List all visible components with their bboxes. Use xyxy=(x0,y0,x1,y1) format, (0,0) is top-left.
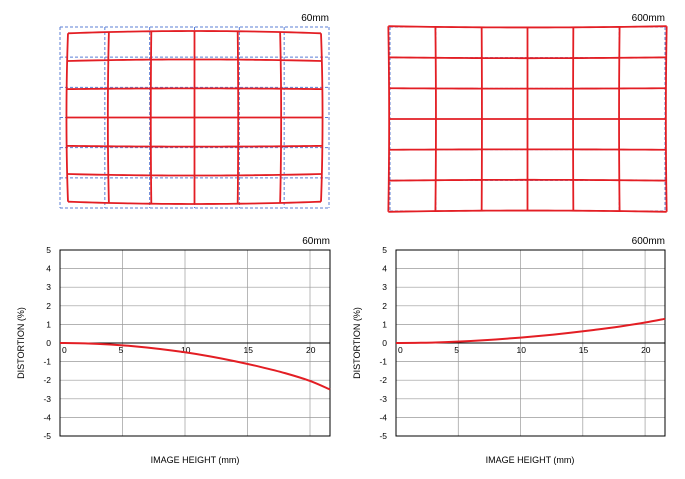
x-tick-label: 15 xyxy=(579,345,589,355)
y-tick-label: -5 xyxy=(379,431,387,441)
y-tick-label: 3 xyxy=(382,282,387,292)
y-tick-label: 0 xyxy=(382,338,387,348)
y-tick-label: -4 xyxy=(379,412,387,422)
x-tick-label: 20 xyxy=(641,345,651,355)
plot-title: 600mm xyxy=(632,236,665,247)
distorted-grid-hline xyxy=(388,25,667,29)
x-tick-label: 20 xyxy=(306,345,316,355)
y-tick-label: 1 xyxy=(382,319,387,329)
y-tick-label: 0 xyxy=(46,338,51,348)
grid-panel-60mm: 60mm xyxy=(59,13,330,209)
distorted-grid-hline xyxy=(67,173,322,177)
y-tick-label: -1 xyxy=(379,357,387,367)
panel-title: 60mm xyxy=(301,13,329,24)
distorted-grid-hline xyxy=(66,87,323,91)
distorted-grid-hline xyxy=(388,209,667,213)
y-tick-label: -4 xyxy=(43,412,51,422)
x-tick-label: 0 xyxy=(398,345,403,355)
distorted-grid-hline xyxy=(388,178,667,182)
distorted-grid-vline xyxy=(387,26,391,212)
y-tick-label: 4 xyxy=(382,264,387,274)
y-axis-label: DISTORTION (%) xyxy=(352,307,362,379)
y-tick-label: 2 xyxy=(382,301,387,311)
y-axis-label: DISTORTION (%) xyxy=(16,307,26,379)
y-tick-label: 5 xyxy=(382,245,387,255)
distorted-grid-vline xyxy=(664,26,668,212)
y-tick-label: -1 xyxy=(43,357,51,367)
distorted-grid-hline xyxy=(67,58,322,62)
y-tick-label: 3 xyxy=(46,282,51,292)
distorted-grid-hline xyxy=(67,30,322,35)
y-tick-label: -2 xyxy=(43,375,51,385)
distortion-curve xyxy=(395,317,666,344)
x-axis-label: IMAGE HEIGHT (mm) xyxy=(486,455,575,465)
y-tick-label: -2 xyxy=(379,375,387,385)
plot-title: 60mm xyxy=(302,236,330,247)
x-tick-label: 5 xyxy=(454,345,459,355)
panel-title: 600mm xyxy=(632,13,665,24)
y-tick-label: 1 xyxy=(46,319,51,329)
x-tick-label: 10 xyxy=(181,345,191,355)
y-tick-label: -3 xyxy=(43,394,51,404)
y-tick-label: 2 xyxy=(46,301,51,311)
y-tick-label: 4 xyxy=(46,264,51,274)
x-tick-label: 15 xyxy=(244,345,254,355)
y-tick-label: -3 xyxy=(379,394,387,404)
y-tick-label: 5 xyxy=(46,245,51,255)
x-axis-label: IMAGE HEIGHT (mm) xyxy=(151,455,240,465)
distortion-curve xyxy=(59,342,331,391)
distorted-grid-hline xyxy=(388,56,667,60)
distorted-grid-hline xyxy=(67,200,322,205)
y-tick-label: -5 xyxy=(43,431,51,441)
x-tick-label: 10 xyxy=(517,345,527,355)
x-tick-label: 0 xyxy=(62,345,67,355)
grid-panel-600mm: 600mm xyxy=(387,13,668,213)
distorted-grid-hline xyxy=(66,144,323,148)
x-tick-label: 5 xyxy=(119,345,124,355)
